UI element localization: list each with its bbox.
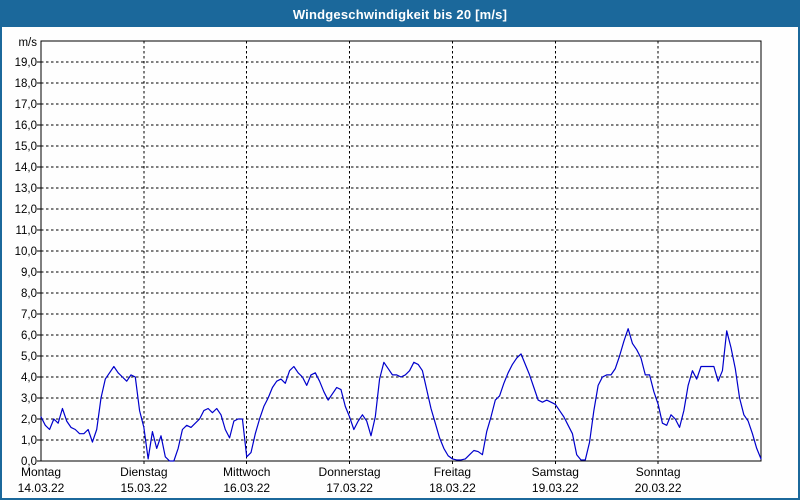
y-axis-tick-label: 1,0 (21, 435, 37, 447)
x-axis-day-label: Freitag (434, 465, 471, 479)
x-axis-day-label: Donnerstag (319, 465, 381, 479)
y-axis-tick-label: 6,0 (21, 330, 37, 342)
wind-speed-line (40, 328, 762, 462)
y-axis-tick-label: 13,0 (15, 183, 37, 195)
y-axis-tick-label: 19,0 (15, 57, 37, 69)
unit-label: m/s (18, 37, 37, 49)
y-axis-tick-label: 8,0 (21, 288, 37, 300)
x-axis-day-label: Mittwoch (223, 465, 270, 479)
y-axis-tick-label: 11,0 (15, 225, 37, 237)
x-axis-date-label: 14.03.22 (18, 481, 65, 495)
x-axis-day-label: Sonntag (636, 465, 681, 479)
y-axis-tick-label: 14,0 (15, 162, 37, 174)
x-axis-day-label: Samstag (532, 465, 579, 479)
y-axis-tick-label: 3,0 (21, 393, 37, 405)
y-axis-tick-label: 4,0 (21, 372, 37, 384)
y-axis-tick-label: 16,0 (15, 120, 37, 132)
y-axis-tick-label: 15,0 (15, 141, 37, 153)
y-axis-tick-label: 9,0 (21, 267, 37, 279)
y-axis-tick-label: 0,0 (21, 456, 37, 468)
y-axis-tick-label: 2,0 (21, 414, 37, 426)
y-axis-tick-label: 12,0 (15, 204, 37, 216)
x-axis-date-label: 15.03.22 (120, 481, 167, 495)
x-axis-date-label: 18.03.22 (429, 481, 476, 495)
chart-title: Windgeschwindigkeit bis 20 [m/s] (292, 7, 508, 22)
y-axis-tick-label: 7,0 (21, 309, 37, 321)
x-axis-date-label: 16.03.22 (223, 481, 270, 495)
x-axis-date-label: 19.03.22 (532, 481, 579, 495)
x-axis-date-label: 20.03.22 (635, 481, 682, 495)
x-axis-date-label: 17.03.22 (326, 481, 373, 495)
y-axis-tick-label: 17,0 (15, 99, 37, 111)
x-axis-day-label: Montag (21, 465, 61, 479)
y-axis-tick-label: 18,0 (15, 78, 37, 90)
chart-title-bar: Windgeschwindigkeit bis 20 [m/s] (2, 2, 798, 27)
x-axis-day-label: Dienstag (120, 465, 167, 479)
y-axis-tick-label: 10,0 (15, 246, 37, 258)
y-axis-tick-label: 5,0 (21, 351, 37, 363)
